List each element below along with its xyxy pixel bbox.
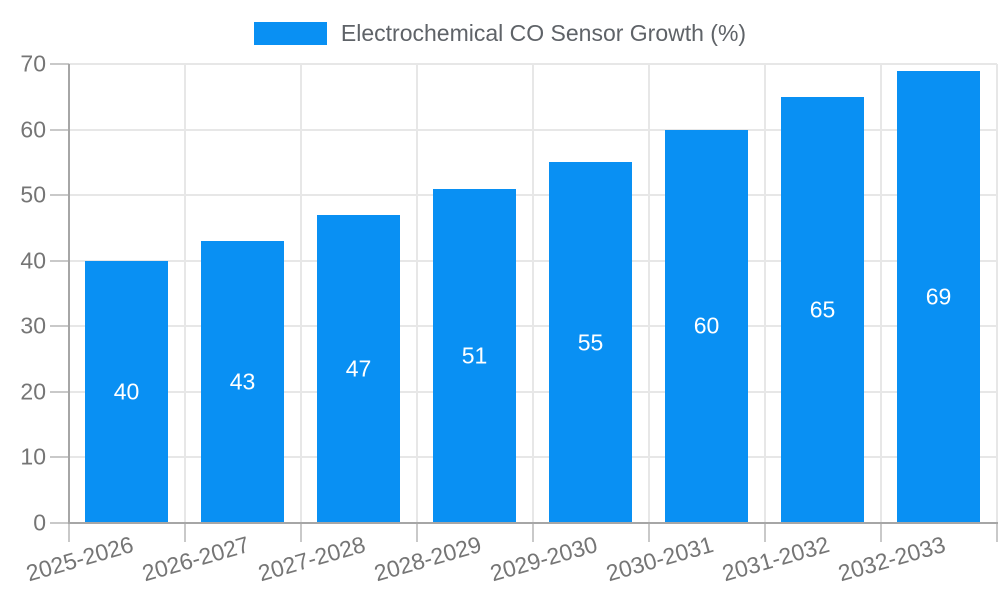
- x-tick-label: 2027-2028: [254, 531, 368, 587]
- y-tick-label: 40: [20, 247, 46, 274]
- x-tick-mark: [995, 523, 998, 542]
- bar-value-label: 40: [113, 378, 140, 405]
- gridline-v: [183, 64, 186, 523]
- x-tick-mark: [183, 523, 186, 542]
- y-tick-label: 30: [20, 312, 46, 339]
- x-tick-mark: [763, 523, 766, 542]
- y-tick-mark: [50, 63, 69, 65]
- x-tick-label: 2029-2030: [486, 531, 600, 587]
- x-tick-mark: [647, 523, 650, 542]
- chart-legend[interactable]: Electrochemical CO Sensor Growth (%): [0, 20, 1000, 47]
- x-tick-label: 2031-2032: [718, 531, 832, 587]
- bar-value-label: 65: [809, 296, 836, 323]
- bar[interactable]: [317, 214, 400, 523]
- gridline-v: [763, 64, 766, 523]
- y-tick-mark: [50, 325, 69, 328]
- bar[interactable]: [201, 241, 284, 523]
- y-tick-mark: [50, 194, 69, 197]
- bar-value-label: 55: [577, 329, 604, 356]
- y-axis-line: [67, 64, 70, 523]
- y-tick-label: 70: [20, 50, 46, 77]
- y-tick-label: 20: [20, 378, 46, 405]
- gridline-v: [995, 64, 998, 523]
- y-tick-mark: [50, 259, 69, 262]
- gridline-v: [531, 64, 534, 523]
- x-tick-label: 2032-2033: [834, 531, 948, 587]
- bar[interactable]: [665, 129, 748, 523]
- bar[interactable]: [897, 70, 980, 523]
- bar[interactable]: [85, 260, 168, 523]
- gridline-v: [299, 64, 302, 523]
- legend-label: Electrochemical CO Sensor Growth (%): [340, 20, 747, 46]
- gridline-v: [647, 64, 650, 523]
- y-tick-mark: [50, 390, 69, 393]
- legend-swatch[interactable]: [253, 22, 327, 45]
- y-tick-mark: [50, 522, 69, 524]
- x-tick-label: 2025-2026: [22, 531, 136, 587]
- x-axis-line: [67, 522, 998, 524]
- bar-value-label: 43: [229, 368, 256, 395]
- gridline-v: [415, 64, 418, 523]
- bar-value-label: 69: [925, 283, 952, 310]
- bar[interactable]: [781, 96, 864, 523]
- bar-value-label: 47: [345, 355, 372, 382]
- y-tick-mark: [50, 128, 69, 131]
- gridline-v: [879, 64, 882, 523]
- bar[interactable]: [433, 188, 516, 523]
- x-tick-mark: [67, 523, 70, 542]
- x-tick-mark: [299, 523, 302, 542]
- x-tick-label: 2028-2029: [370, 531, 484, 587]
- x-tick-mark: [879, 523, 882, 542]
- y-tick-label: 10: [20, 443, 46, 470]
- bar[interactable]: [549, 162, 632, 523]
- x-tick-label: 2030-2031: [602, 531, 716, 587]
- y-tick-label: 60: [20, 116, 46, 143]
- y-tick-label: 50: [20, 181, 46, 208]
- x-tick-mark: [531, 523, 534, 542]
- y-tick-label: 0: [33, 509, 46, 536]
- x-tick-label: 2026-2027: [138, 531, 252, 587]
- y-tick-mark: [50, 456, 69, 459]
- bar-value-label: 60: [693, 312, 720, 339]
- bar-value-label: 51: [461, 342, 488, 369]
- x-tick-mark: [415, 523, 418, 542]
